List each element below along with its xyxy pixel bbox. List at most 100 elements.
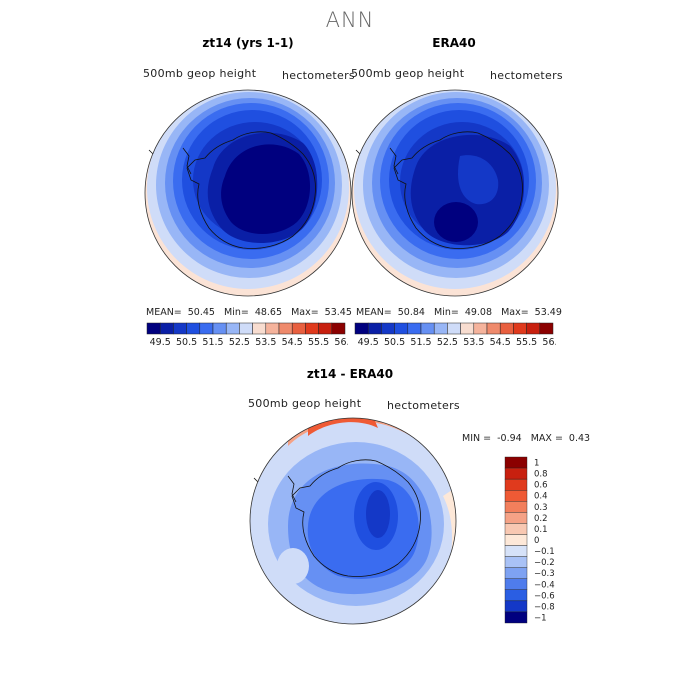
diff-colorbar: 10.80.60.40.30.20.10−0.1−0.2−0.3−0.4−0.6… bbox=[504, 456, 555, 623]
diff-variable-label: 500mb geop height bbox=[248, 397, 362, 410]
panel-2-colorbar-tick-label: 52.5 bbox=[437, 337, 458, 348]
panel-2-colorbar-swatch bbox=[473, 322, 488, 335]
panel-2-colorbar-swatch bbox=[381, 322, 395, 335]
panel-2-colorbar-swatch bbox=[539, 322, 554, 335]
panel-2-colorbar-swatch bbox=[420, 322, 435, 335]
panel-1-units-label: hectometers bbox=[282, 69, 355, 82]
panel-2-variable-label: 500mb geop height bbox=[351, 67, 465, 80]
panel-2-title: ERA40 bbox=[432, 36, 476, 50]
panel-1-colorbar-swatch bbox=[318, 322, 333, 335]
diff-colorbar-tick-label: 0.2 bbox=[534, 514, 548, 524]
panel-2-units-label: hectometers bbox=[490, 69, 563, 82]
panel-1-max-value: 53.45 bbox=[324, 307, 352, 318]
panel-1-title: zt14 (yrs 1-1) bbox=[202, 36, 294, 50]
diff-units-label: hectometers bbox=[387, 399, 460, 412]
diff-max-label: MAX = bbox=[530, 433, 563, 444]
diff-colorbar-tick-label: −0.8 bbox=[534, 602, 555, 612]
panel-1-colorbar-tick-label: 52.5 bbox=[229, 337, 250, 348]
panel-1-colorbar-tick-label: 53.5 bbox=[255, 337, 276, 348]
diff-max-value: 0.43 bbox=[568, 433, 591, 444]
panel-2-colorbar-swatch bbox=[407, 322, 422, 335]
panel-1-colorbar-tick-label: 55.5 bbox=[308, 337, 329, 348]
panel-1-colorbar-swatch bbox=[173, 322, 187, 335]
panel-2-colorbar-swatch bbox=[433, 322, 448, 335]
panel-1-coastline bbox=[186, 131, 316, 249]
diff-colorbar-swatch bbox=[504, 567, 528, 579]
diff-colorbar-tick-label: 0.3 bbox=[534, 503, 548, 513]
panel-1-colorbar-tick-label: 49.5 bbox=[150, 337, 171, 348]
panel-2-colorbar-swatch bbox=[460, 322, 475, 335]
panel-1-colorbar-swatch bbox=[278, 322, 293, 335]
panel-2-colorbar-tick-label: 56.5 bbox=[542, 337, 556, 348]
panel-1-colorbar-swatch bbox=[331, 322, 346, 335]
diff-colorbar-swatch bbox=[504, 534, 528, 546]
panel-1-stats: MEAN= 50.45 Min= 48.65 Max= 53.45 bbox=[146, 307, 358, 318]
diff-min-max: MIN = -0.94 MAX = 0.43 bbox=[462, 433, 596, 444]
panel-2-colorbar-tick-label: 54.5 bbox=[490, 337, 511, 348]
panel-1-colorbar-swatch bbox=[159, 322, 174, 335]
diff-colorbar-swatch bbox=[504, 501, 528, 513]
panel-1-colorbar-swatch bbox=[265, 322, 280, 335]
diff-polar-map bbox=[249, 417, 457, 625]
diff-colorbar-tick-label: 0.4 bbox=[534, 492, 548, 502]
diff-colorbar-tick-label: 0.6 bbox=[534, 481, 548, 491]
panel-2-mean-value: 50.84 bbox=[397, 307, 425, 318]
panel-1-min-value: 48.65 bbox=[254, 307, 283, 318]
diff-colorbar-tick-label: 0.1 bbox=[534, 525, 548, 535]
diff-colorbar-tick-label: −1 bbox=[534, 613, 547, 623]
panel-2-colorbar-tick-label: 53.5 bbox=[463, 337, 484, 348]
panel-2-max-value: 53.49 bbox=[534, 307, 562, 318]
panel-2-colorbar-tick-label: 49.5 bbox=[358, 337, 379, 348]
main-title: ANN bbox=[325, 8, 375, 32]
panel-2-polar-map bbox=[351, 89, 559, 297]
panel-2-colorbar-swatch bbox=[513, 322, 527, 335]
panel-1-mean-label: MEAN= bbox=[146, 307, 182, 318]
panel-1-colorbar-swatch bbox=[186, 322, 201, 335]
diff-colorbar-swatch bbox=[504, 467, 528, 480]
panel-1-colorbar-tick-label: 50.5 bbox=[176, 337, 197, 348]
panel-2-coastline bbox=[393, 131, 523, 249]
diff-colorbar-swatch bbox=[504, 512, 528, 524]
diff-min-value: -0.94 bbox=[497, 433, 522, 444]
diff-colorbar-swatch bbox=[504, 578, 528, 590]
panel-2-mean-label: MEAN= bbox=[356, 307, 392, 318]
diff-min-label: MIN = bbox=[462, 433, 492, 444]
diff-colorbar-swatch bbox=[504, 478, 528, 491]
panel-1-colorbar-tick-label: 54.5 bbox=[282, 337, 303, 348]
diff-colorbar-swatch bbox=[504, 589, 528, 602]
panel-1-colorbar-swatch bbox=[212, 322, 227, 335]
panel-1-colorbar-tick-label: 56.5 bbox=[334, 337, 348, 348]
panel-2-min-label: Min= bbox=[434, 307, 459, 318]
panel-2-colorbar-swatch bbox=[499, 322, 514, 335]
panel-1-colorbar-swatch bbox=[291, 322, 306, 335]
panel-1-colorbar-swatch bbox=[199, 322, 214, 335]
diff-panel-title: zt14 - ERA40 bbox=[306, 367, 394, 381]
diff-colorbar-tick-label: 1 bbox=[534, 459, 539, 469]
panel-2-colorbar: 49.5 50.5 51.5 52.5 53.5 54.5 55.5 56.5 bbox=[354, 322, 556, 348]
diff-colorbar-tick-label: −0.4 bbox=[534, 580, 555, 590]
panel-1-colorbar-swatch bbox=[239, 322, 253, 335]
diff-colorbar-tick-label: −0.2 bbox=[534, 558, 555, 568]
diff-colorbar-tick-label: 0.8 bbox=[534, 470, 548, 480]
diff-colorbar-swatch bbox=[504, 490, 528, 502]
diff-coastline bbox=[291, 459, 421, 577]
diff-colorbar-tick-label: 0 bbox=[534, 536, 539, 546]
panel-1-mean-value: 50.45 bbox=[187, 307, 215, 318]
panel-1-colorbar-swatch bbox=[146, 322, 161, 335]
panel-1-colorbar-tick-label: 51.5 bbox=[202, 337, 223, 348]
diff-colorbar-swatch bbox=[504, 456, 528, 469]
panel-2-colorbar-tick-label: 50.5 bbox=[384, 337, 405, 348]
panel-2-colorbar-swatch bbox=[367, 322, 382, 335]
panel-1-colorbar-swatch bbox=[225, 322, 240, 335]
panel-1-polar-map bbox=[144, 89, 352, 297]
panel-2-colorbar-tick-label: 51.5 bbox=[410, 337, 431, 348]
panel-1-colorbar-swatch bbox=[252, 322, 267, 335]
diff-colorbar-tick-label: −0.6 bbox=[534, 591, 555, 601]
panel-2-colorbar-swatch bbox=[394, 322, 409, 335]
panel-1-min-label: Min= bbox=[224, 307, 249, 318]
diff-colorbar-swatch bbox=[504, 523, 528, 535]
panel-2-min-value: 49.08 bbox=[464, 307, 493, 318]
diff-colorbar-tick-label: −0.1 bbox=[534, 547, 555, 557]
panel-2-colorbar-swatch bbox=[447, 322, 461, 335]
panel-2-colorbar-swatch bbox=[526, 322, 541, 335]
